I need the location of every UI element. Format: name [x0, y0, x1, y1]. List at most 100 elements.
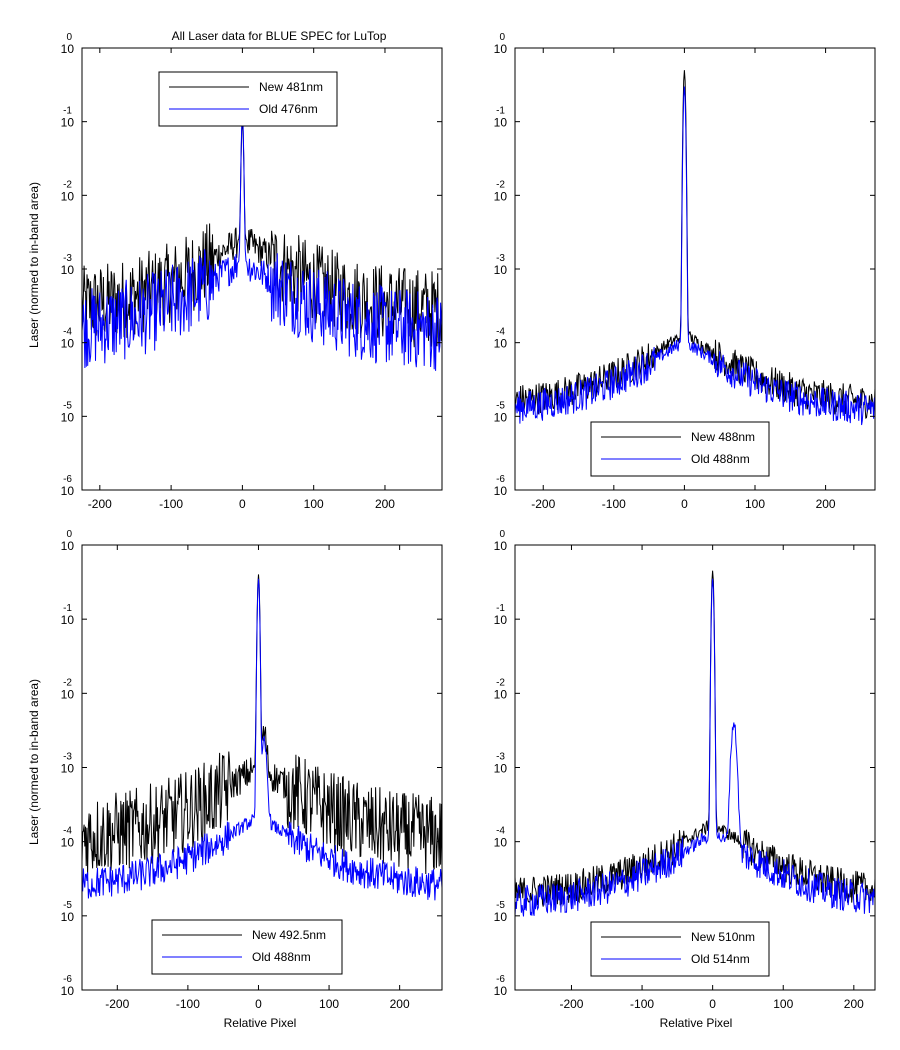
- x-tick-label: 200: [390, 997, 410, 1011]
- y-tick-exponent: -1: [496, 603, 505, 614]
- legend-entry: New 492.5nm: [252, 928, 326, 942]
- legend: New 488nm Old 488nm: [590, 421, 770, 477]
- legend-entry: Old 488nm: [252, 950, 311, 964]
- y-tick-exponent: -5: [496, 900, 505, 911]
- y-tick-label: 10: [494, 836, 508, 850]
- y-tick-exponent: -3: [63, 253, 72, 264]
- y-axis-label-top: Laser (normed to in-band area): [27, 182, 41, 348]
- x-tick-label: -100: [602, 497, 626, 511]
- y-tick-exponent: -1: [63, 106, 72, 117]
- series-line-old: [515, 86, 875, 426]
- y-tick-label: 10: [494, 189, 508, 203]
- x-tick-label: 100: [745, 497, 765, 511]
- y-tick-label: 10: [494, 263, 508, 277]
- series-group: [82, 574, 442, 901]
- y-tick-exponent: -6: [496, 974, 505, 985]
- y-tick-label: 10: [494, 984, 508, 998]
- y-tick-label: 10: [61, 42, 75, 56]
- y-tick-exponent: -2: [496, 179, 505, 190]
- x-tick-label: 200: [844, 997, 864, 1011]
- y-tick-label: 10: [494, 42, 508, 56]
- chart-panel-4: -200 -100 0 100 20010-610-510-410-310-210-11…: [494, 529, 876, 1011]
- y-tick-exponent: -3: [63, 752, 72, 763]
- y-tick-exponent: -2: [63, 179, 72, 190]
- x-tick-label: -200: [531, 497, 555, 511]
- series-line-new: [515, 70, 875, 419]
- y-tick-label: 10: [494, 910, 508, 924]
- x-tick-label: 200: [816, 497, 836, 511]
- y-tick-label: 10: [494, 337, 508, 351]
- chart-panel-3: -200 -100 0 100 20010-610-510-410-310-210-11…: [61, 529, 443, 1011]
- x-tick-label: -100: [159, 497, 183, 511]
- x-tick-label: -100: [176, 997, 200, 1011]
- legend: New 481nm Old 476nm: [158, 71, 338, 127]
- x-tick-label: 100: [773, 997, 793, 1011]
- y-tick-exponent: -6: [63, 974, 72, 985]
- series-line-new: [82, 120, 442, 350]
- series-line-old: [82, 578, 442, 901]
- y-tick-label: 10: [61, 687, 75, 701]
- y-tick-label: 10: [494, 613, 508, 627]
- x-tick-label: 200: [375, 497, 395, 511]
- y-tick-exponent: -5: [63, 400, 72, 411]
- y-tick-label: 10: [494, 484, 508, 498]
- y-tick-label: 10: [61, 910, 75, 924]
- y-tick-label: 10: [494, 410, 508, 424]
- y-tick-exponent: 0: [499, 32, 505, 43]
- y-tick-exponent: -6: [496, 474, 505, 485]
- legend-entry: New 510nm: [691, 930, 755, 944]
- y-tick-exponent: -3: [496, 253, 505, 264]
- series-group: [515, 570, 875, 917]
- chart-panel-2: -200 -100 0 100 20010-610-510-410-310-210-11…: [494, 32, 876, 511]
- series-line-old: [82, 115, 442, 371]
- y-tick-label: 10: [61, 484, 75, 498]
- y-tick-label: 10: [61, 189, 75, 203]
- legend: New 492.5nm Old 488nm: [151, 919, 343, 975]
- y-tick-exponent: -1: [496, 106, 505, 117]
- y-axis-label-bottom: Laser (normed to in-band area): [27, 679, 41, 845]
- x-axis-label-left: Relative Pixel: [224, 1016, 297, 1030]
- chart-panel-1: -200 -100 0 100 20010-610-510-410-310-210-11…: [61, 32, 443, 511]
- y-tick-exponent: -4: [496, 826, 505, 837]
- legend-entry: New 488nm: [691, 430, 755, 444]
- y-tick-label: 10: [61, 263, 75, 277]
- y-tick-label: 10: [61, 410, 75, 424]
- y-tick-exponent: 0: [66, 529, 72, 540]
- y-tick-label: 10: [61, 337, 75, 351]
- y-tick-exponent: -2: [63, 677, 72, 688]
- series-line-old: [515, 578, 875, 917]
- y-tick-label: 10: [494, 687, 508, 701]
- series-group: [515, 70, 875, 426]
- x-tick-label: 100: [304, 497, 324, 511]
- y-tick-exponent: 0: [66, 32, 72, 43]
- legend-entry: New 481nm: [259, 80, 323, 94]
- y-tick-label: 10: [494, 116, 508, 130]
- y-tick-exponent: -5: [496, 400, 505, 411]
- y-tick-exponent: -2: [496, 677, 505, 688]
- x-tick-label: 0: [255, 997, 262, 1011]
- y-tick-exponent: -4: [63, 826, 72, 837]
- x-tick-label: -200: [559, 997, 583, 1011]
- x-tick-label: 100: [319, 997, 339, 1011]
- legend-entry: Old 488nm: [691, 452, 750, 466]
- y-tick-label: 10: [61, 116, 75, 130]
- x-tick-label: -200: [88, 497, 112, 511]
- x-tick-label: -100: [630, 997, 654, 1011]
- legend-entry: Old 476nm: [259, 102, 318, 116]
- y-tick-label: 10: [61, 836, 75, 850]
- y-tick-label: 10: [494, 762, 508, 776]
- y-tick-exponent: -4: [63, 327, 72, 338]
- figure-title: All Laser data for BLUE SPEC for LuTop: [172, 29, 387, 43]
- y-tick-exponent: -1: [63, 603, 72, 614]
- legend: New 510nm Old 514nm: [590, 921, 770, 977]
- y-tick-exponent: -3: [496, 752, 505, 763]
- y-tick-label: 10: [61, 613, 75, 627]
- y-tick-label: 10: [61, 984, 75, 998]
- series-line-new: [515, 570, 875, 909]
- series-line-new: [82, 574, 442, 876]
- y-tick-exponent: 0: [499, 529, 505, 540]
- y-tick-exponent: -4: [496, 327, 505, 338]
- series-group: [82, 115, 442, 371]
- x-tick-label: 0: [239, 497, 246, 511]
